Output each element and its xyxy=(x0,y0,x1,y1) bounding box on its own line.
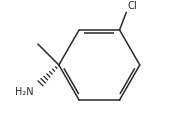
Text: Cl: Cl xyxy=(128,1,137,11)
Text: H₂N: H₂N xyxy=(15,87,34,97)
